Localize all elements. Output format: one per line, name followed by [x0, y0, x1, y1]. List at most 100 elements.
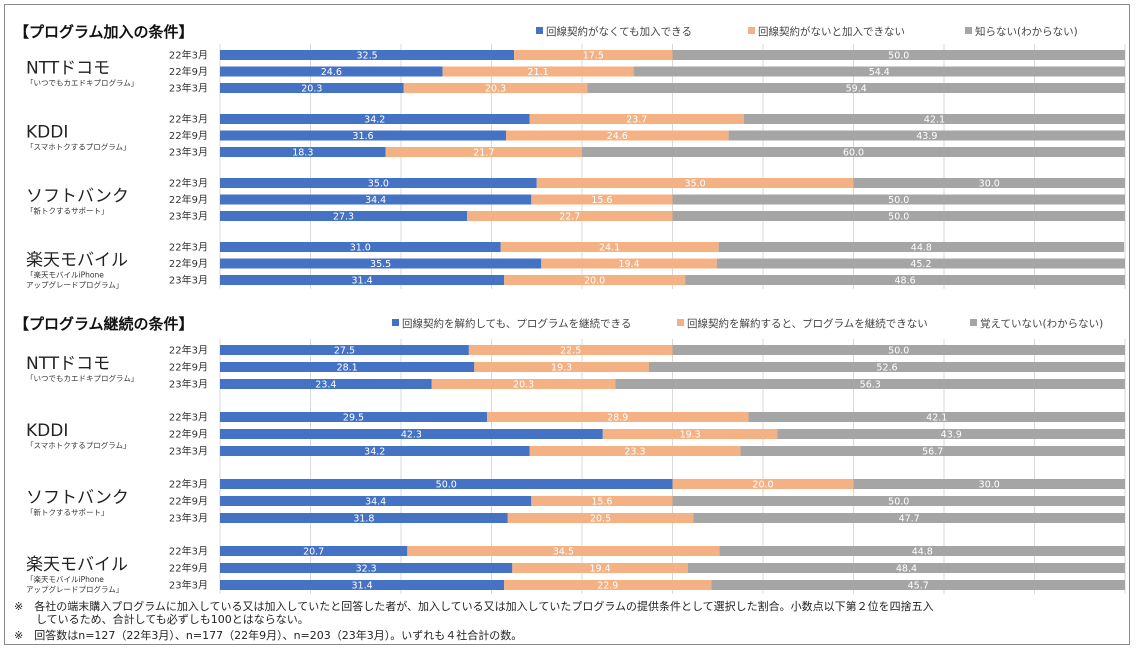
- bar-segment: [693, 513, 1125, 523]
- bar-segment: [220, 513, 508, 523]
- bar-segment: [442, 66, 634, 77]
- program-name: アップグレードプログラム」: [26, 280, 123, 290]
- bar-segment: [719, 546, 1125, 556]
- bar-segment: [514, 50, 673, 60]
- bar-value-label: 20.5: [590, 514, 611, 525]
- bar-value-label: 22.9: [597, 581, 618, 592]
- company-name: 楽天モバイル: [26, 555, 128, 575]
- period-label: 22年9月: [169, 495, 208, 508]
- bar-value-label: 34.4: [365, 195, 386, 206]
- bar-segment: [743, 114, 1125, 124]
- bar-value-label: 21.7: [473, 148, 494, 159]
- bar-segment: [431, 379, 616, 389]
- bar-segment: [507, 513, 694, 523]
- bar-segment: [536, 178, 854, 188]
- bar-value-label: 56.7: [922, 447, 943, 458]
- bar-value-label: 50.0: [888, 51, 909, 62]
- legend-swatch: [677, 319, 684, 326]
- bar-value-label: 42.3: [401, 430, 422, 441]
- legend-swatch: [392, 319, 399, 326]
- bar-segment: [672, 194, 1125, 205]
- bar-value-label: 52.6: [876, 363, 897, 374]
- bar-segment: [467, 211, 673, 221]
- bar-value-label: 42.1: [926, 413, 947, 424]
- bar-value-label: 34.5: [553, 547, 574, 558]
- period-label: 22年3月: [169, 545, 208, 558]
- bar-segment: [529, 446, 741, 456]
- bar-value-label: 56.3: [860, 380, 881, 391]
- bar-segment: [633, 66, 1125, 77]
- bar-value-label: 21.1: [528, 67, 549, 78]
- bar-segment: [220, 345, 469, 355]
- bar-value-label: 23.7: [626, 115, 647, 126]
- bar-segment: [220, 83, 404, 93]
- bar-value-label: 20.0: [752, 480, 773, 491]
- period-label: 23年3月: [169, 146, 208, 159]
- bar-value-label: 34.4: [365, 497, 386, 508]
- bar-segment: [728, 130, 1125, 141]
- chart-title: 【プログラム継続の条件】: [14, 315, 194, 333]
- bar-value-label: 24.6: [321, 67, 342, 78]
- bar-segment: [468, 345, 673, 355]
- bar-segment: [220, 479, 673, 489]
- bar-value-label: 22.5: [560, 346, 581, 357]
- bar-segment: [220, 130, 506, 141]
- bar-segment: [407, 546, 720, 556]
- bar-value-label: 44.8: [912, 547, 933, 558]
- program-name: 「楽天モバイルiPhone: [26, 574, 104, 584]
- bar-segment: [220, 429, 603, 439]
- program-name: 「新トクするサポート」: [26, 507, 109, 517]
- bar-value-label: 35.5: [370, 259, 391, 270]
- bar-segment: [220, 446, 530, 456]
- bar-value-label: 27.5: [334, 346, 355, 357]
- bar-value-label: 20.3: [301, 84, 322, 95]
- bar-segment: [220, 379, 432, 389]
- bar-value-label: 48.6: [895, 276, 916, 287]
- bar-segment: [853, 479, 1125, 489]
- company-name: NTTドコモ: [26, 59, 110, 79]
- bar-value-label: 34.2: [364, 115, 385, 126]
- bar-value-label: 20.0: [584, 276, 605, 287]
- bar-segment: [648, 362, 1125, 372]
- company-name: ソフトバンク: [26, 488, 129, 508]
- bar-segment: [220, 211, 468, 221]
- program-name: アップグレードプログラム」: [26, 584, 123, 594]
- bar-value-label: 20.3: [513, 380, 534, 391]
- bar-value-label: 60.0: [843, 148, 864, 159]
- period-label: 22年3月: [169, 49, 208, 62]
- bar-segment: [220, 147, 386, 157]
- bar-value-label: 45.2: [910, 259, 931, 270]
- program-name: 「いつでもカエドキプログラム」: [26, 78, 138, 88]
- legend-label: 知らない(わからない): [975, 25, 1078, 38]
- bar-segment: [615, 379, 1125, 389]
- period-label: 22年3月: [169, 113, 208, 126]
- bar-segment: [220, 563, 513, 573]
- bar-value-label: 50.0: [888, 497, 909, 508]
- period-label: 22年3月: [169, 478, 208, 491]
- bar-segment: [748, 412, 1125, 422]
- bar-segment: [587, 83, 1125, 93]
- period-label: 22年9月: [169, 257, 208, 270]
- bar-segment: [582, 147, 1125, 157]
- bar-value-label: 31.4: [352, 581, 373, 592]
- bar-value-label: 24.1: [599, 243, 620, 254]
- bar-value-label: 32.5: [356, 51, 377, 62]
- legend-swatch: [536, 27, 543, 34]
- period-label: 22年3月: [169, 241, 208, 254]
- bar-segment: [602, 429, 778, 439]
- bar-value-label: 45.7: [908, 581, 929, 592]
- bar-segment: [220, 114, 530, 124]
- bar-segment: [504, 580, 712, 590]
- bar-segment: [486, 412, 749, 422]
- period-label: 23年3月: [169, 274, 208, 287]
- bar-value-label: 44.8: [911, 243, 932, 254]
- bar-segment: [672, 345, 1125, 355]
- period-label: 23年3月: [169, 378, 208, 391]
- bar-value-label: 32.3: [356, 564, 377, 575]
- bar-segment: [529, 114, 744, 124]
- bar-segment: [220, 258, 542, 269]
- bar-value-label: 54.4: [869, 67, 890, 78]
- period-label: 23年3月: [169, 445, 208, 458]
- bar-value-label: 30.0: [979, 179, 1000, 190]
